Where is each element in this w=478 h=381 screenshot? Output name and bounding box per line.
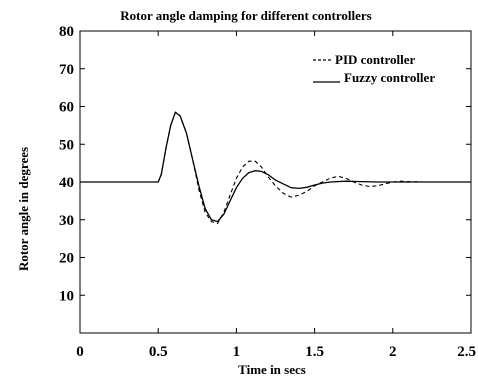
y-tick-label: 30 [59, 213, 74, 229]
legend-label-fuzzy: Fuzzy controller [344, 70, 435, 85]
series-layer [80, 111, 471, 225]
series-line-fuzzy [80, 111, 471, 223]
y-tick-label: 70 [59, 62, 74, 78]
y-tick-label: 40 [59, 175, 74, 191]
series-line-pid [80, 111, 471, 225]
legend: PID controller Fuzzy controller [313, 52, 435, 85]
x-tick-label: 1 [233, 344, 241, 360]
y-tick-label: 60 [59, 100, 74, 116]
y-tick-label: 50 [59, 137, 74, 153]
y-axis-label: Rotor angle in degrees [16, 147, 31, 271]
x-tick-label: 2 [389, 344, 397, 360]
x-axis-label: Time in secs [238, 362, 306, 377]
x-axis-ticks: 0 0.5 1 1.5 2 2.5 [76, 31, 476, 360]
chart-title: Rotor angle damping for different contro… [120, 8, 371, 23]
y-tick-label: 10 [59, 288, 74, 304]
x-tick-label: 0.5 [149, 344, 168, 360]
x-tick-label: 1.5 [305, 344, 324, 360]
y-tick-label: 20 [59, 251, 74, 267]
x-tick-label: 0 [76, 344, 84, 360]
legend-label-pid: PID controller [335, 52, 415, 67]
x-tick-label: 2.5 [457, 344, 476, 360]
y-tick-label: 80 [59, 24, 74, 40]
